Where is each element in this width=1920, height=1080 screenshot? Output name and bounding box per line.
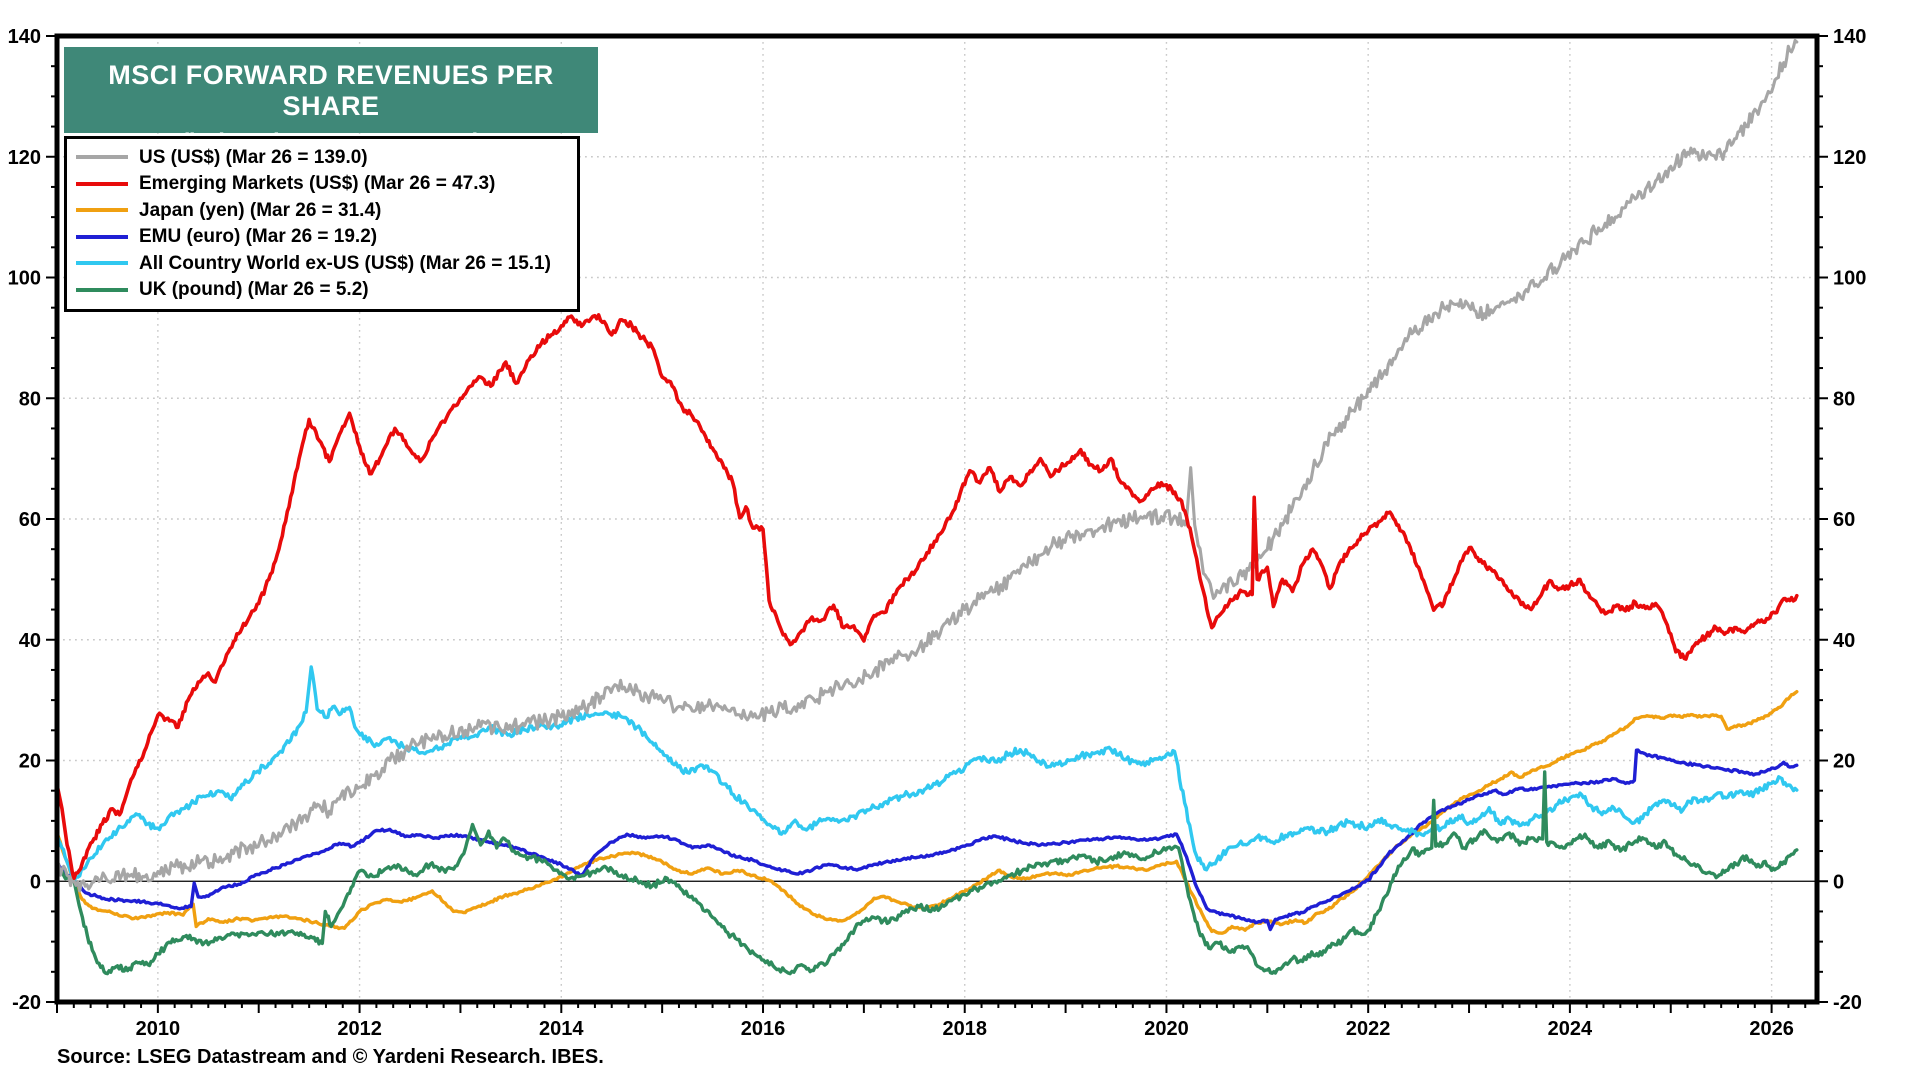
series-lines <box>55 38 1799 976</box>
legend-swatch-icon <box>76 155 128 160</box>
chart-title-box: MSCI FORWARD REVENUES PER SHARE (indexed… <box>64 47 598 156</box>
y-tick-label-left: 40 <box>19 630 41 652</box>
y-tick-label-right: 80 <box>1833 388 1855 410</box>
y-tick-label-left: 0 <box>30 871 41 893</box>
legend-entry-1: Emerging Markets (US$) (Mar 26 = 47.3) <box>67 171 577 198</box>
series-emu-euro <box>55 748 1799 932</box>
x-tick-label: 2016 <box>741 1018 786 1040</box>
legend-entry-0: US (US$) (Mar 26 = 139.0) <box>67 144 577 171</box>
legend-swatch-icon <box>76 287 128 292</box>
x-tick-label: 2024 <box>1548 1018 1593 1040</box>
legend-label: All Country World ex-US (US$) (Mar 26 = … <box>139 252 551 274</box>
legend-label: EMU (euro) (Mar 26 = 19.2) <box>139 226 378 248</box>
y-tick-label-left: 60 <box>19 509 41 531</box>
legend: US (US$) (Mar 26 = 139.0) Emerging Market… <box>64 136 580 312</box>
x-tick-label: 2018 <box>942 1018 987 1040</box>
y-tick-label-right: -20 <box>1833 992 1862 1014</box>
legend-swatch-icon <box>76 234 128 239</box>
legend-entry-3: EMU (euro) (Mar 26 = 19.2) <box>67 224 577 251</box>
legend-label: Japan (yen) (Mar 26 = 31.4) <box>139 199 382 221</box>
y-tick-label-left: 100 <box>8 268 41 290</box>
series-all-country-world-ex-us-us <box>55 665 1799 883</box>
y-tick-label-right: 60 <box>1833 509 1855 531</box>
y-tick-label-left: 120 <box>8 147 41 169</box>
legend-swatch-icon <box>76 181 128 186</box>
y-tick-label-right: 120 <box>1833 147 1866 169</box>
chart-title: MSCI FORWARD REVENUES PER SHARE <box>108 60 554 121</box>
legend-entry-4: All Country World ex-US (US$) (Mar 26 = … <box>67 250 577 277</box>
x-tick-label: 2026 <box>1749 1018 1794 1040</box>
y-tick-label-left: -20 <box>12 992 41 1014</box>
legend-label: UK (pound) (Mar 26 = 5.2) <box>139 279 369 301</box>
y-tick-label-right: 0 <box>1833 871 1844 893</box>
x-tick-label: 2010 <box>136 1018 181 1040</box>
y-tick-label-left: 140 <box>8 26 41 48</box>
y-tick-label-right: 40 <box>1833 630 1855 652</box>
x-tick-label: 2020 <box>1144 1018 1189 1040</box>
x-tick-label: 2014 <box>539 1018 584 1040</box>
y-tick-label-left: 80 <box>19 388 41 410</box>
source-text: Source: LSEG Datastream and © Yardeni Re… <box>57 1046 604 1068</box>
y-tick-label-right: 100 <box>1833 268 1866 290</box>
series-uk-pound <box>55 770 1799 976</box>
series-emerging-markets-us <box>55 313 1799 880</box>
plot-border <box>54 33 1820 1005</box>
y-tick-label-left: 20 <box>19 751 41 773</box>
legend-entry-2: Japan (yen) (Mar 26 = 31.4) <box>67 197 577 224</box>
x-tick-label: 2012 <box>337 1018 382 1040</box>
legend-label: US (US$) (Mar 26 = 139.0) <box>139 146 368 168</box>
y-tick-label-right: 20 <box>1833 751 1855 773</box>
legend-swatch-icon <box>76 261 128 266</box>
legend-entry-5: UK (pound) (Mar 26 = 5.2) <box>67 277 577 304</box>
legend-label: Emerging Markets (US$) (Mar 26 = 47.3) <box>139 173 496 195</box>
series-japan-yen <box>55 690 1799 935</box>
y-tick-label-right: 140 <box>1833 26 1866 48</box>
legend-swatch-icon <box>76 208 128 213</box>
x-tick-label: 2022 <box>1346 1018 1391 1040</box>
series-us-us <box>55 38 1799 893</box>
